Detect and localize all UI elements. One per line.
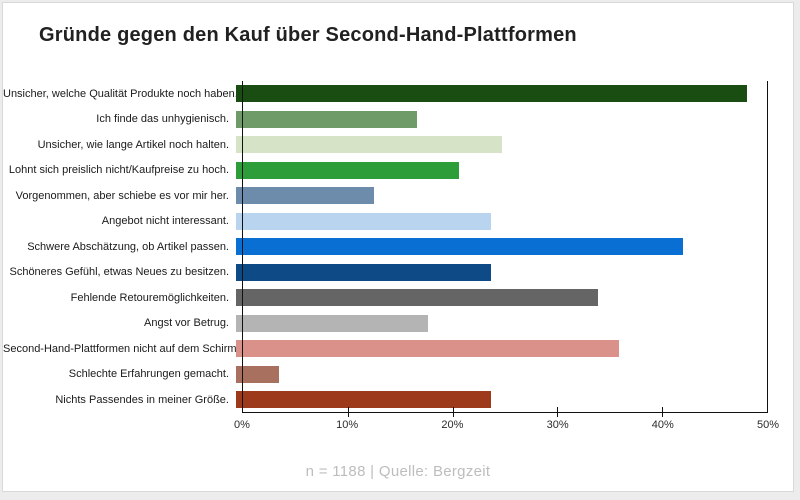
bar-track bbox=[236, 365, 768, 383]
bar-track bbox=[236, 136, 768, 154]
bar-track bbox=[236, 340, 768, 358]
bar bbox=[236, 314, 428, 332]
chart-row: Fehlende Retouremöglichkeiten. bbox=[3, 285, 768, 311]
chart-row: Angst vor Betrug. bbox=[3, 311, 768, 337]
bar bbox=[236, 238, 683, 256]
source-note: n = 1188 | Quelle: Bergzeit bbox=[305, 463, 491, 480]
category-label: Angst vor Betrug. bbox=[144, 317, 229, 330]
category-label: Lohnt sich preislich nicht/Kaufpreise zu… bbox=[8, 164, 229, 177]
bar bbox=[236, 340, 620, 358]
chart-row: Schlechte Erfahrungen gemacht. bbox=[3, 362, 768, 388]
axis-tick-label: 30% bbox=[546, 419, 569, 431]
chart-row: Ich finde das unhygienisch. bbox=[3, 107, 768, 133]
axis-tick-label: 0% bbox=[234, 419, 250, 431]
x-axis: 0% 10% 20% 30% 40% 50% bbox=[234, 419, 779, 435]
bar-track bbox=[236, 263, 768, 281]
bar bbox=[236, 85, 747, 103]
chart-rows: Unsicher, welche Qualität Produkte noch … bbox=[3, 81, 768, 413]
chart-row: Lohnt sich preislich nicht/Kaufpreise zu… bbox=[3, 158, 768, 184]
category-label: Angebot nicht interessant. bbox=[101, 215, 229, 228]
chart-card: Gründe gegen den Kauf über Second-Hand-P… bbox=[2, 2, 794, 492]
bar-track bbox=[236, 161, 768, 179]
category-label: Schlechte Erfahrungen gemacht. bbox=[68, 368, 229, 381]
bar-track bbox=[236, 289, 768, 307]
bar-track bbox=[236, 212, 768, 230]
axis-tick-label: 40% bbox=[651, 419, 674, 431]
bar bbox=[236, 212, 492, 230]
chart-row: Schöneres Gefühl, etwas Neues zu besitze… bbox=[3, 260, 768, 286]
axis-tick-label: 20% bbox=[441, 419, 464, 431]
axis-tick-label: 50% bbox=[756, 419, 780, 431]
category-label: Nichts Passendes in meiner Größe. bbox=[55, 393, 229, 406]
axis-tick-label: 10% bbox=[336, 419, 359, 431]
bar-track bbox=[236, 238, 768, 256]
chart-row: Second-Hand-Plattformen nicht auf dem Sc… bbox=[3, 336, 768, 362]
chart-row: Angebot nicht interessant. bbox=[3, 209, 768, 235]
bar-track bbox=[236, 314, 768, 332]
bar bbox=[236, 365, 279, 383]
bar-track bbox=[236, 110, 768, 128]
category-label: Unsicher, welche Qualität Produkte noch … bbox=[3, 87, 238, 100]
category-label: Schöneres Gefühl, etwas Neues zu besitze… bbox=[9, 266, 229, 279]
bar bbox=[236, 136, 502, 154]
chart-row: Unsicher, welche Qualität Produkte noch … bbox=[3, 81, 768, 107]
bar bbox=[236, 161, 460, 179]
bar-track bbox=[236, 391, 768, 409]
chart-title: Gründe gegen den Kauf über Second-Hand-P… bbox=[39, 24, 577, 46]
bar bbox=[236, 263, 492, 281]
bar bbox=[236, 110, 417, 128]
chart-row: Schwere Abschätzung, ob Artikel passen. bbox=[3, 234, 768, 260]
bar bbox=[236, 289, 598, 307]
chart-row: Vorgenommen, aber schiebe es vor mir her… bbox=[3, 183, 768, 209]
bar bbox=[236, 187, 375, 205]
category-label: Schwere Abschätzung, ob Artikel passen. bbox=[27, 240, 229, 253]
bar-track bbox=[236, 187, 768, 205]
bar bbox=[236, 391, 492, 409]
chart-row: Nichts Passendes in meiner Größe. bbox=[3, 387, 768, 413]
chart-row: Unsicher, wie lange Artikel noch halten. bbox=[3, 132, 768, 158]
category-label: Second-Hand-Plattformen nicht auf dem Sc… bbox=[3, 342, 240, 355]
category-label: Ich finde das unhygienisch. bbox=[96, 113, 229, 126]
bar-track bbox=[236, 85, 768, 103]
category-label: Fehlende Retouremöglichkeiten. bbox=[70, 291, 229, 304]
category-label: Vorgenommen, aber schiebe es vor mir her… bbox=[15, 189, 229, 202]
category-label: Unsicher, wie lange Artikel noch halten. bbox=[37, 138, 229, 151]
